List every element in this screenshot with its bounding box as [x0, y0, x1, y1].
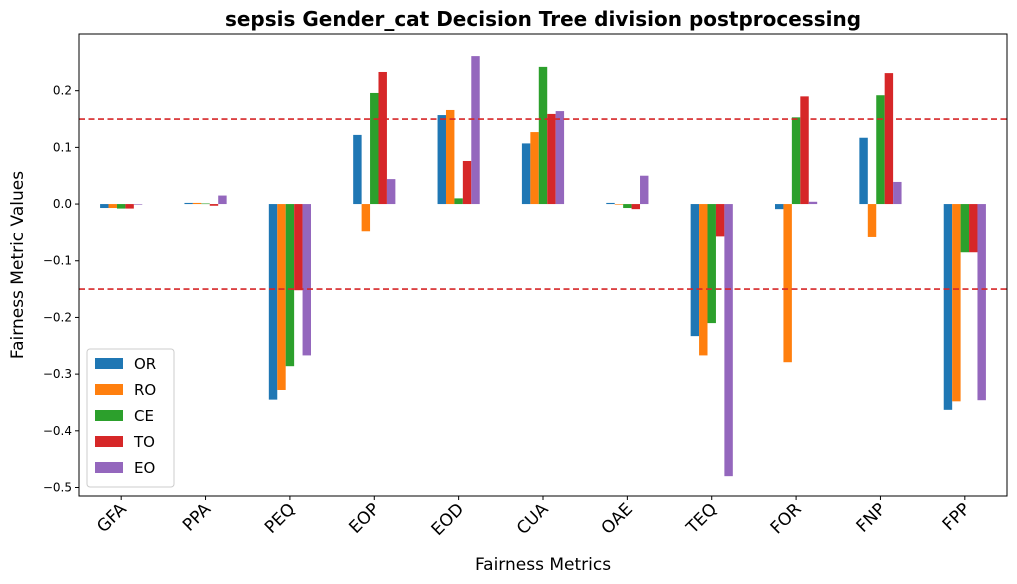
y-axis-ticks: −0.5 −0.4 −0.3 −0.2 −0.1 0.0 0.1 0.2 [43, 84, 79, 494]
bar-or-cua [521, 143, 531, 205]
bar-or-fnp [859, 137, 868, 205]
x-tick-label: FOR [767, 499, 806, 538]
bar-ro-teq [699, 204, 708, 356]
bar-eo-gfa [133, 204, 143, 205]
y-tick-label: 0.1 [53, 140, 72, 154]
bar-to-teq [715, 204, 725, 237]
bar-ro-peq [277, 204, 286, 390]
plot-frame [78, 33, 1008, 497]
legend-label-to: TO [133, 433, 155, 451]
bars-layer [100, 56, 986, 477]
bar-or-oae [606, 202, 615, 205]
bar-or-eod [437, 115, 446, 205]
legend-label-or: OR [134, 355, 156, 373]
y-tick-label: −0.4 [43, 424, 72, 438]
y-axis-label: Fairness Metric Values [8, 171, 28, 359]
bar-to-fnp [884, 73, 894, 205]
bar-or-fpp [943, 204, 953, 410]
bar-ro-gfa [108, 204, 117, 209]
bar-ce-gfa [116, 204, 126, 209]
bar-eo-for [808, 201, 818, 205]
legend-swatch-to [95, 436, 123, 447]
bar-to-eop [378, 71, 387, 205]
bar-to-for [800, 96, 809, 205]
legend-swatch-or [95, 358, 123, 369]
bar-ro-for [783, 204, 792, 363]
bar-or-ppa [184, 202, 193, 205]
bar-eo-eod [471, 56, 480, 205]
bar-eo-peq [302, 204, 311, 356]
x-tick-label: GFA [93, 499, 131, 537]
y-tick-label: −0.2 [43, 310, 72, 324]
bar-eo-teq [724, 204, 733, 477]
x-tick-label: FNP [853, 499, 890, 536]
bar-ro-eop [361, 204, 371, 232]
bar-eo-oae [640, 175, 649, 205]
bar-to-cua [547, 113, 556, 205]
x-tick-label: PPA [179, 499, 215, 535]
bar-to-gfa [125, 204, 134, 209]
legend-swatch-ce [95, 410, 123, 421]
bar-ce-eop [370, 92, 379, 205]
bar-ro-eod [445, 109, 455, 205]
x-tick-label: TEQ [682, 499, 721, 538]
legend-label-eo: EO [134, 459, 155, 477]
legend-swatch-ro [95, 384, 123, 395]
x-tick-label: CUA [513, 499, 553, 539]
y-tick-label: −0.1 [43, 254, 72, 268]
bar-or-peq [268, 204, 278, 400]
chart-title: sepsis Gender_cat Decision Tree division… [225, 7, 861, 31]
bar-ce-peq [285, 204, 295, 367]
y-tick-label: 0.0 [53, 197, 72, 211]
bar-ro-oae [614, 204, 624, 205]
bar-or-gfa [100, 204, 109, 209]
bar-to-ppa [209, 204, 219, 206]
bar-to-peq [294, 204, 303, 291]
legend-swatch-eo [95, 462, 123, 473]
bar-ce-for [791, 117, 801, 205]
bar-ro-ppa [192, 202, 202, 205]
bar-eo-cua [555, 111, 565, 205]
bar-eo-ppa [218, 195, 227, 205]
bar-to-fpp [969, 204, 978, 253]
x-tick-label: OAE [598, 499, 637, 538]
x-tick-label: EOP [345, 499, 383, 537]
bar-ro-fpp [952, 204, 961, 402]
legend-box [86, 348, 175, 488]
bar-eo-fpp [977, 204, 986, 401]
legend-label-ce: CE [134, 407, 154, 425]
x-tick-label: PEQ [261, 499, 299, 537]
bar-ro-fnp [867, 204, 877, 237]
bar-ce-cua [538, 66, 548, 205]
y-tick-label: −0.5 [43, 480, 72, 494]
legend-label-ro: RO [134, 381, 156, 399]
bar-to-oae [631, 204, 641, 210]
bar-or-eop [353, 134, 362, 205]
bar-ro-cua [530, 132, 539, 205]
bar-or-for [775, 204, 784, 210]
legend: OR RO CE TO EO [86, 348, 175, 488]
bar-ce-teq [707, 204, 716, 324]
bar-ce-fnp [876, 95, 885, 205]
bar-to-eod [462, 160, 472, 205]
bar-ce-ppa [201, 203, 210, 205]
bar-ce-eod [454, 198, 463, 205]
bar-ce-oae [623, 204, 632, 209]
x-axis-label: Fairness Metrics [475, 555, 611, 575]
bar-eo-eop [386, 179, 396, 205]
threshold-lines [79, 118, 1007, 290]
x-tick-label: EOD [428, 499, 468, 539]
bar-eo-fnp [893, 181, 902, 205]
y-tick-label: −0.3 [43, 367, 72, 381]
x-axis-ticks: GFA PPA PEQ EOP EOD CUA OAE TEQ FOR FNP FPP [93, 496, 974, 540]
bar-or-teq [690, 204, 700, 337]
x-tick-label: FPP [939, 499, 975, 535]
bar-ce-fpp [960, 204, 970, 253]
y-tick-label: 0.2 [53, 84, 72, 98]
